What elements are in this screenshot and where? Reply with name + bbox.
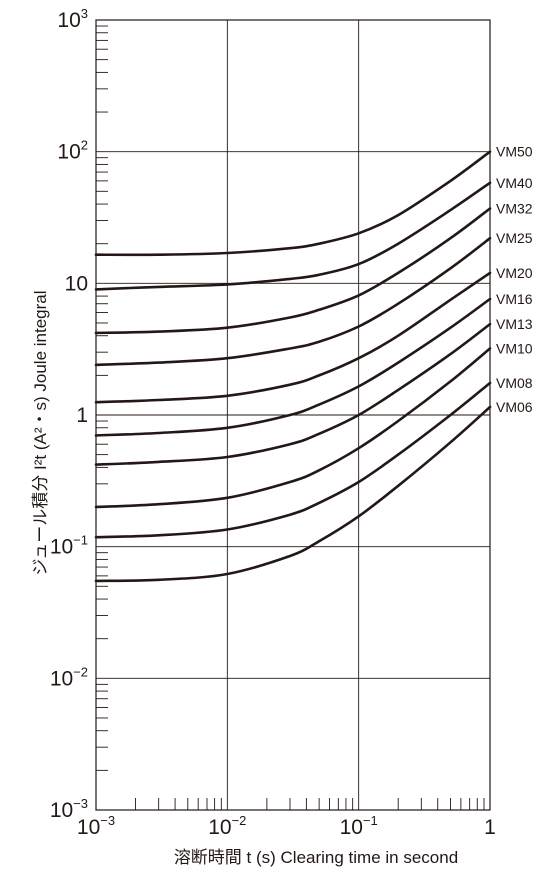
series-label-vm40: VM40: [496, 175, 533, 191]
series-line-vm10: [94, 347, 492, 509]
series-label-vm16: VM16: [496, 291, 533, 307]
series-label-vm32: VM32: [496, 201, 533, 217]
series-label-vm08: VM08: [496, 375, 533, 391]
series-line-vm20: [94, 271, 492, 404]
x-tick-label: 1: [484, 816, 496, 839]
y-axis-title: ジュール積分 I²t (A²・s) Joule integral: [31, 290, 50, 575]
series-line-vm13: [94, 322, 492, 466]
series-label-vm10: VM10: [496, 340, 533, 356]
grid-lines: [95, 19, 491, 811]
series-line-vm25: [94, 236, 492, 367]
y-tick-label: 1: [76, 404, 88, 427]
series-label-vm06: VM06: [496, 399, 533, 415]
series-line-vm16: [94, 297, 492, 437]
series-curves: [94, 150, 492, 583]
y-tick-label: 10: [65, 272, 88, 295]
y-tick-label: 10−1: [50, 533, 88, 559]
series-line-vm06: [94, 405, 492, 583]
series-labels: VM50 VM40 VM32 VM25 VM20 VM16 VM13 VM10 VM08 VM06: [496, 144, 533, 415]
x-tick-label: 10−2: [208, 813, 246, 839]
x-tick-label: 10−3: [77, 813, 115, 839]
series-line-vm32: [94, 207, 492, 335]
y-tick-label: 10−2: [50, 664, 88, 690]
x-axis-title: 溶断時間 t (s) Clearing time in second: [174, 848, 458, 867]
x-tick-label: 10−1: [340, 813, 378, 839]
y-tick-label: 10−3: [50, 796, 88, 822]
y-tick-label: 102: [57, 138, 88, 164]
series-label-vm13: VM13: [496, 316, 533, 332]
series-label-vm20: VM20: [496, 265, 533, 281]
series-line-vm50: [94, 150, 492, 257]
series-line-vm08: [94, 381, 492, 539]
x-axis-tick-labels: 10−3 10−2 10−1 1: [77, 813, 496, 839]
y-tick-label: 103: [57, 6, 88, 32]
series-label-vm50: VM50: [496, 144, 533, 160]
minor-ticks: [96, 25, 485, 810]
series-line-vm40: [94, 181, 492, 291]
series-label-vm25: VM25: [496, 230, 533, 246]
